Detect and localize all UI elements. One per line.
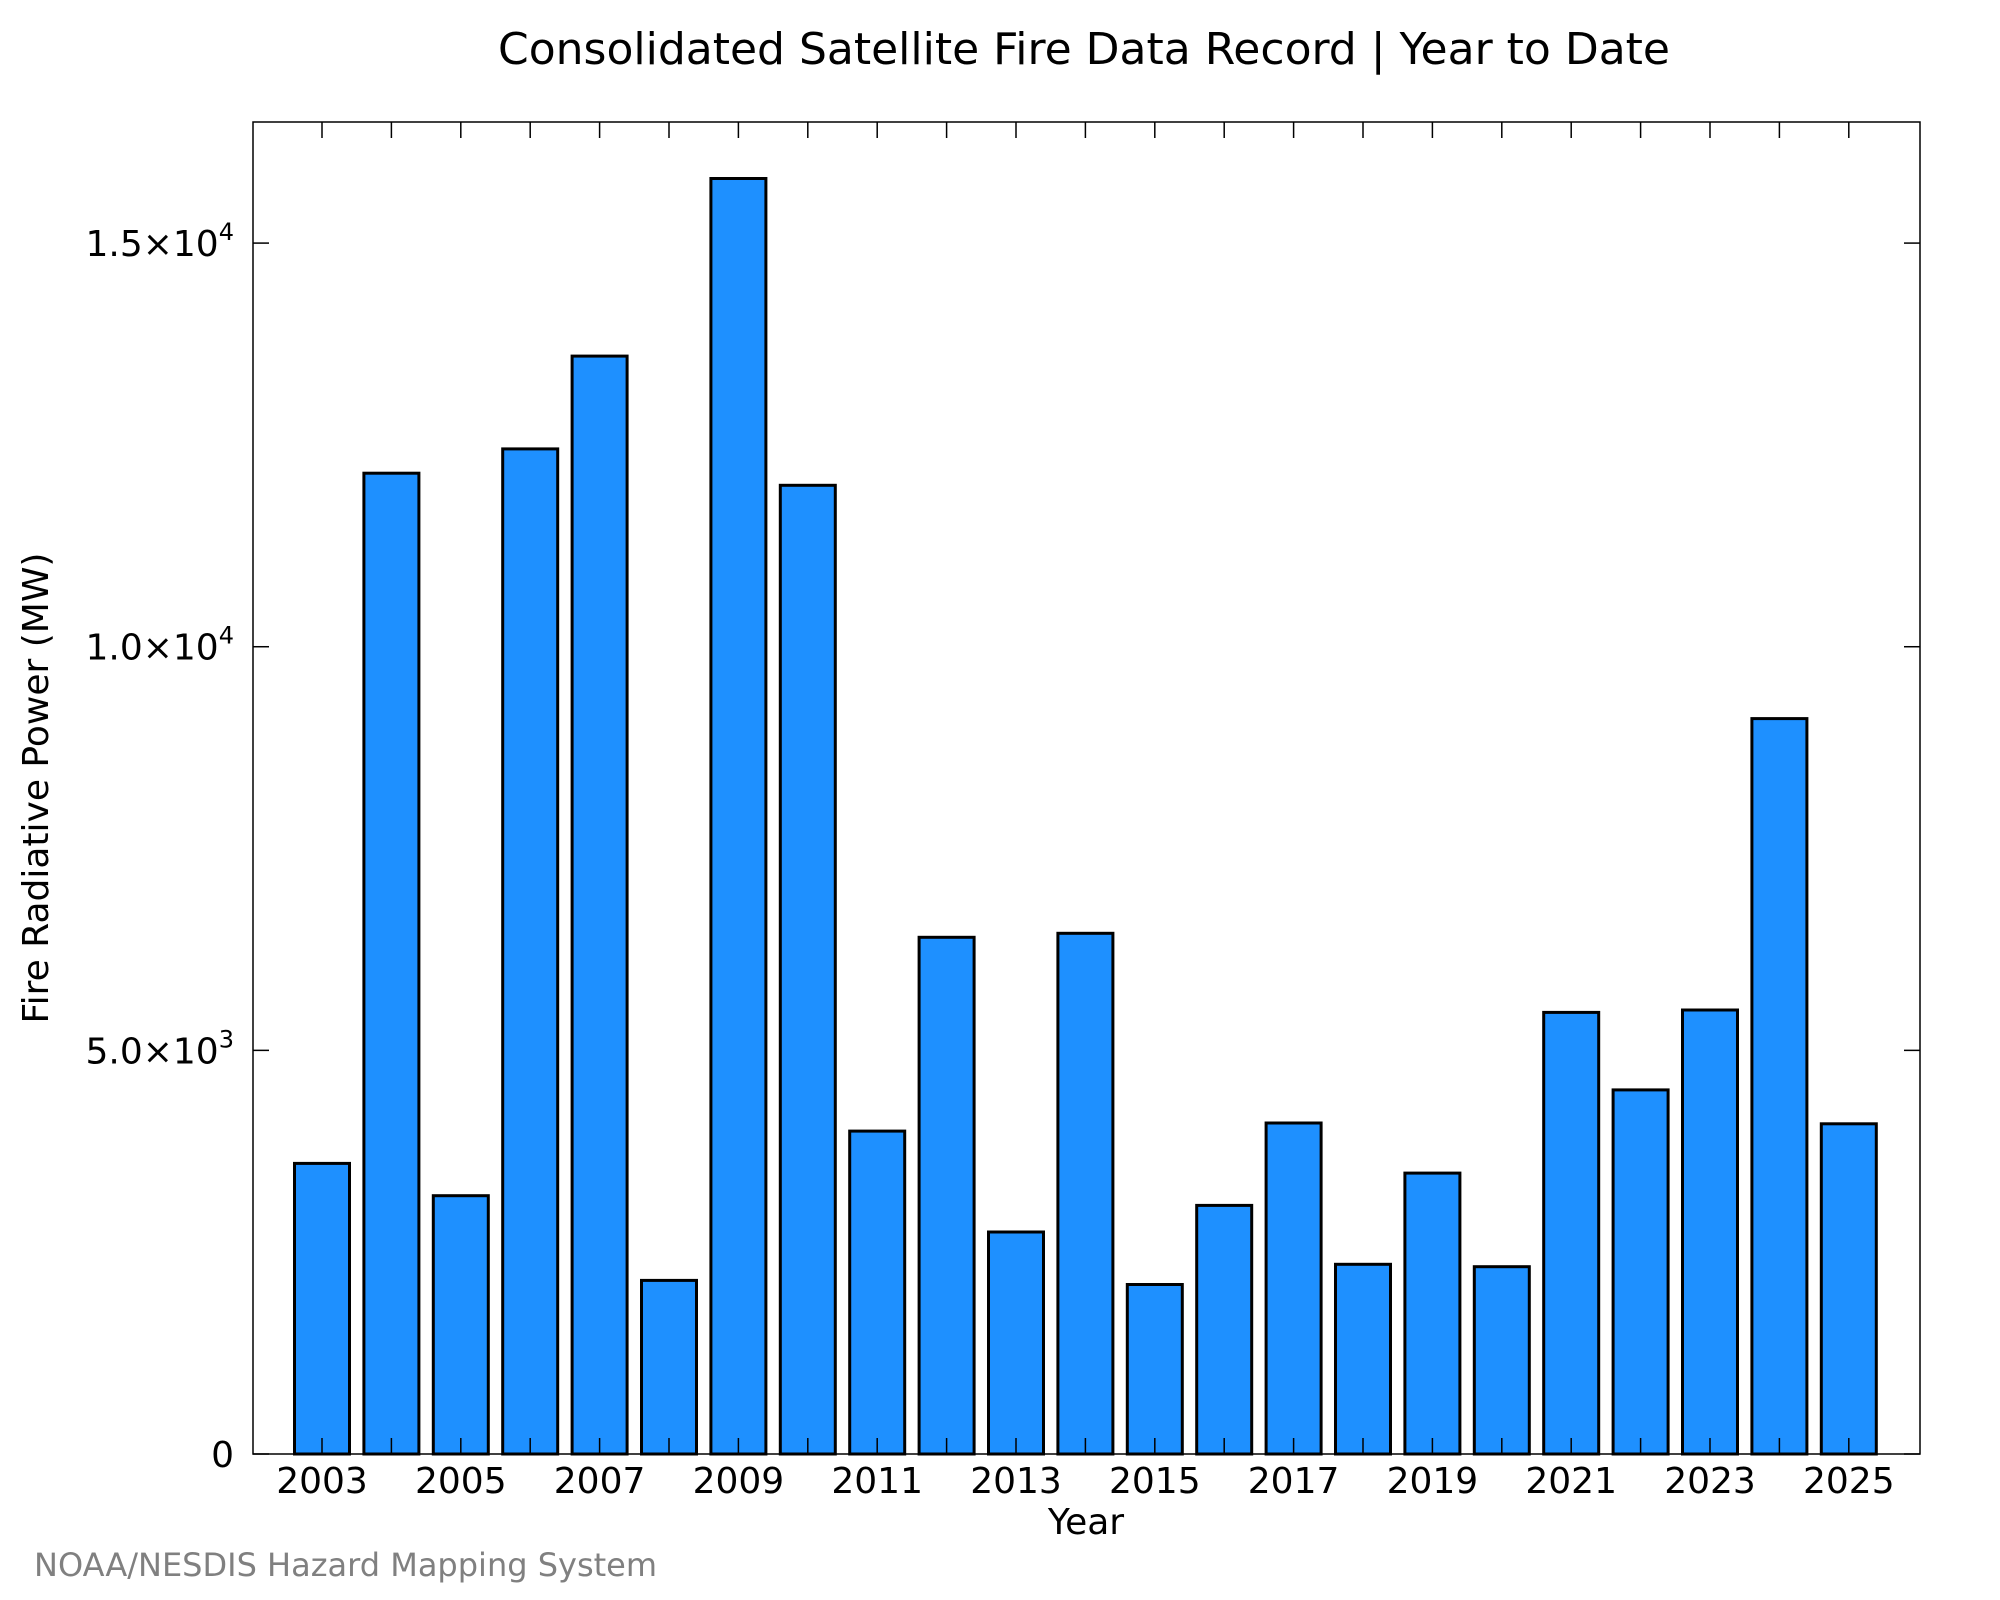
bar-2007 [570,354,629,1456]
bar-2008 [640,1278,698,1456]
x-tick-label: 2005 [415,1461,507,1502]
x-tick-label: 2009 [693,1461,785,1502]
x-tick-label: 2013 [970,1461,1062,1502]
bar-2018 [1334,1262,1392,1456]
x-tick-label: 2011 [831,1461,923,1502]
bar-2016 [1195,1203,1254,1456]
bar-2005 [431,1194,490,1456]
chart-title: Consolidated Satellite Fire Data Record … [498,24,1670,75]
bar-2006 [501,447,560,1456]
x-tick-label: 2019 [1387,1461,1479,1502]
bar-2010 [778,483,837,1456]
bar-2022 [1611,1088,1670,1456]
y-axis: 0 5.0×103 1.0×104 1.5×104 [85,218,1920,1476]
source-note: NOAA/NESDIS Hazard Mapping System [34,1546,657,1584]
bar-series [293,177,1878,1456]
y-tick-label: 1.0×104 [85,622,234,669]
bar-2009 [709,177,768,1456]
y-axis-title: Fire Radiative Power (MW) [16,553,57,1024]
bar-2012 [917,935,976,1456]
y-tick-label: 5.0×103 [85,1025,234,1072]
bar-2019 [1403,1171,1462,1456]
bar-2015 [1125,1283,1184,1456]
x-tick-label: 2025 [1803,1461,1895,1502]
x-tick-label: 2015 [1109,1461,1201,1502]
bar-2021 [1542,1010,1601,1456]
bar-2025 [1819,1122,1878,1456]
y-tick-label: 1.5×104 [85,218,234,265]
x-axis: 2003 2005 2007 2009 2011 2013 2015 2017 2019 2021… [276,122,1895,1502]
bar-2017 [1264,1121,1323,1456]
bar-2011 [848,1129,907,1456]
x-tick-label: 2007 [554,1461,646,1502]
bar-2003 [293,1161,351,1456]
x-axis-title: Year [1047,1502,1124,1543]
x-tick-label: 2023 [1664,1461,1756,1502]
x-tick-label: 2017 [1248,1461,1340,1502]
bar-2023 [1681,1008,1739,1456]
y-tick-label: 0 [211,1435,234,1476]
bar-2024 [1750,717,1809,1456]
bar-2013 [987,1230,1045,1456]
bar-2014 [1056,931,1115,1456]
x-tick-label: 2021 [1525,1461,1617,1502]
bar-2004 [362,471,421,1456]
x-tick-label: 2003 [276,1461,368,1502]
bar-2020 [1472,1265,1531,1456]
